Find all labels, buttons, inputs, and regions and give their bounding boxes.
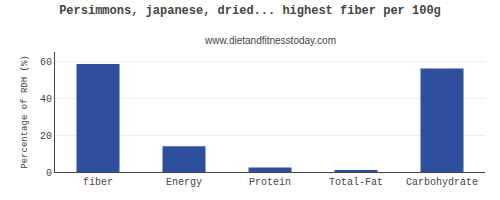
svg-text:0: 0	[46, 168, 52, 179]
svg-text:Carbohydrate: Carbohydrate	[406, 177, 478, 188]
svg-text:40: 40	[40, 94, 52, 105]
svg-text:60: 60	[40, 57, 52, 68]
svg-text:Protein: Protein	[249, 177, 291, 188]
svg-text:Total-Fat: Total-Fat	[329, 177, 383, 188]
svg-text:www.dietandfitnesstoday.com: www.dietandfitnesstoday.com	[204, 35, 336, 46]
svg-text:Persimmons, japanese, dried...: Persimmons, japanese, dried... highest f…	[59, 4, 441, 18]
svg-text:Energy: Energy	[166, 177, 202, 188]
svg-text:20: 20	[40, 131, 52, 142]
svg-text:Percentage of RDH (%): Percentage of RDH (%)	[20, 55, 30, 168]
svg-text:fiber: fiber	[83, 177, 113, 188]
